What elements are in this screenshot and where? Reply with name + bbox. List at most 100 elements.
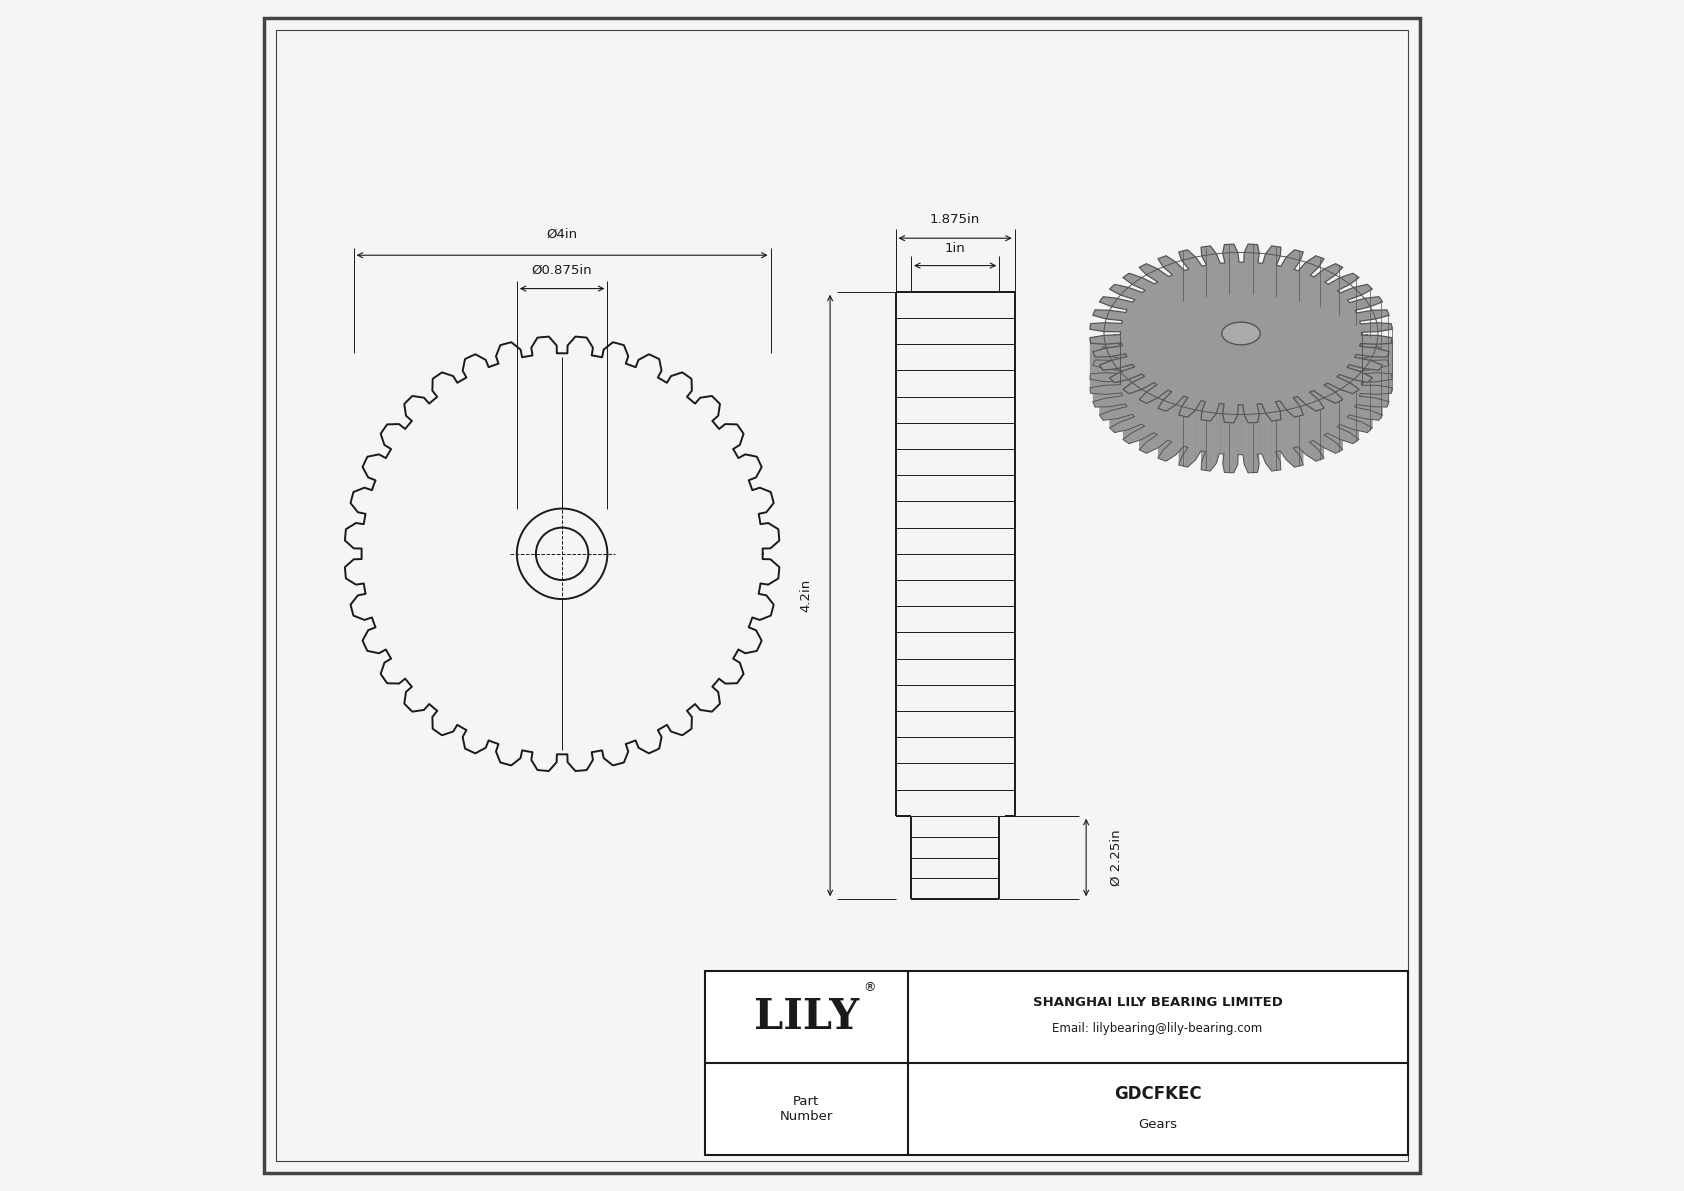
Polygon shape — [1295, 416, 1298, 467]
Polygon shape — [1110, 354, 1125, 406]
Polygon shape — [1090, 244, 1393, 423]
Polygon shape — [1105, 343, 1122, 394]
Polygon shape — [1381, 366, 1383, 418]
Polygon shape — [1147, 398, 1159, 454]
Polygon shape — [1361, 343, 1378, 394]
Text: GDCFKEC: GDCFKEC — [1113, 1085, 1201, 1103]
Polygon shape — [1280, 401, 1287, 460]
Polygon shape — [1361, 335, 1378, 386]
Polygon shape — [1159, 409, 1162, 460]
Polygon shape — [1354, 380, 1367, 432]
Polygon shape — [1110, 378, 1111, 430]
Polygon shape — [1201, 419, 1206, 470]
Polygon shape — [1202, 401, 1206, 461]
Polygon shape — [1100, 366, 1101, 418]
Polygon shape — [1320, 409, 1324, 460]
Polygon shape — [1356, 389, 1359, 442]
Polygon shape — [1297, 397, 1307, 455]
Polygon shape — [1319, 400, 1324, 459]
Polygon shape — [1335, 392, 1342, 450]
Polygon shape — [1090, 294, 1393, 473]
Polygon shape — [1359, 347, 1376, 398]
Polygon shape — [1324, 398, 1335, 454]
Polygon shape — [1123, 382, 1132, 439]
Text: Ø 2.25in: Ø 2.25in — [1110, 829, 1123, 886]
Polygon shape — [1364, 368, 1379, 420]
Polygon shape — [1298, 414, 1303, 466]
Polygon shape — [1123, 389, 1127, 442]
Polygon shape — [1118, 364, 1132, 418]
Polygon shape — [1111, 380, 1115, 432]
Polygon shape — [1127, 392, 1128, 444]
Polygon shape — [1253, 423, 1258, 473]
Polygon shape — [1287, 410, 1295, 467]
Polygon shape — [1206, 420, 1211, 472]
Text: 1in: 1in — [945, 243, 965, 255]
Polygon shape — [1234, 414, 1238, 473]
Polygon shape — [1147, 385, 1157, 442]
Text: Ø4in: Ø4in — [547, 227, 578, 241]
Polygon shape — [1371, 361, 1383, 416]
Polygon shape — [1105, 335, 1120, 386]
Polygon shape — [1091, 343, 1105, 394]
Polygon shape — [1351, 382, 1359, 439]
Bar — [706, 971, 1408, 1155]
Polygon shape — [1314, 391, 1324, 448]
Polygon shape — [1159, 391, 1169, 448]
Polygon shape — [1224, 423, 1229, 473]
Polygon shape — [1142, 382, 1154, 439]
Polygon shape — [1120, 367, 1135, 422]
Polygon shape — [1352, 392, 1356, 444]
Text: LILY: LILY — [754, 996, 859, 1037]
Polygon shape — [1339, 374, 1354, 430]
Polygon shape — [1372, 356, 1388, 407]
Polygon shape — [1379, 368, 1381, 420]
Polygon shape — [1378, 336, 1393, 388]
Polygon shape — [1261, 404, 1266, 463]
Polygon shape — [1138, 392, 1147, 450]
Polygon shape — [1367, 380, 1371, 432]
Polygon shape — [1164, 392, 1172, 450]
Polygon shape — [1300, 406, 1303, 464]
Polygon shape — [1271, 420, 1276, 472]
Polygon shape — [1111, 356, 1127, 411]
Text: Email: lilybearing@lily-bearing.com: Email: lilybearing@lily-bearing.com — [1052, 1022, 1263, 1035]
Polygon shape — [1248, 423, 1253, 473]
Polygon shape — [1324, 385, 1335, 442]
Polygon shape — [1196, 400, 1201, 460]
Polygon shape — [1175, 397, 1184, 455]
Polygon shape — [1229, 423, 1234, 473]
Polygon shape — [1103, 368, 1118, 420]
Polygon shape — [1347, 367, 1362, 422]
Polygon shape — [1179, 414, 1184, 466]
Polygon shape — [1315, 410, 1320, 461]
Polygon shape — [1138, 400, 1143, 451]
Polygon shape — [1362, 372, 1372, 428]
Polygon shape — [1354, 357, 1371, 411]
Polygon shape — [1340, 389, 1352, 444]
Polygon shape — [1349, 364, 1364, 418]
Polygon shape — [1182, 398, 1187, 456]
Polygon shape — [1132, 376, 1145, 432]
Polygon shape — [1128, 389, 1142, 444]
Text: Gears: Gears — [1138, 1118, 1177, 1131]
Polygon shape — [1093, 348, 1106, 401]
Polygon shape — [1356, 355, 1372, 406]
Polygon shape — [1310, 392, 1319, 450]
Polygon shape — [1095, 356, 1110, 407]
Polygon shape — [1211, 413, 1216, 472]
Polygon shape — [1216, 404, 1219, 463]
Text: ®: ® — [864, 980, 876, 993]
Polygon shape — [1371, 378, 1372, 430]
Polygon shape — [1307, 405, 1315, 461]
Polygon shape — [1090, 336, 1105, 388]
Polygon shape — [1115, 380, 1128, 432]
Polygon shape — [1339, 400, 1342, 451]
Polygon shape — [1143, 401, 1147, 454]
Text: Part
Number: Part Number — [780, 1095, 834, 1123]
Polygon shape — [1293, 398, 1300, 456]
Polygon shape — [1337, 376, 1351, 432]
Text: 1.875in: 1.875in — [930, 213, 980, 225]
Polygon shape — [1244, 414, 1248, 473]
Polygon shape — [1128, 374, 1142, 430]
